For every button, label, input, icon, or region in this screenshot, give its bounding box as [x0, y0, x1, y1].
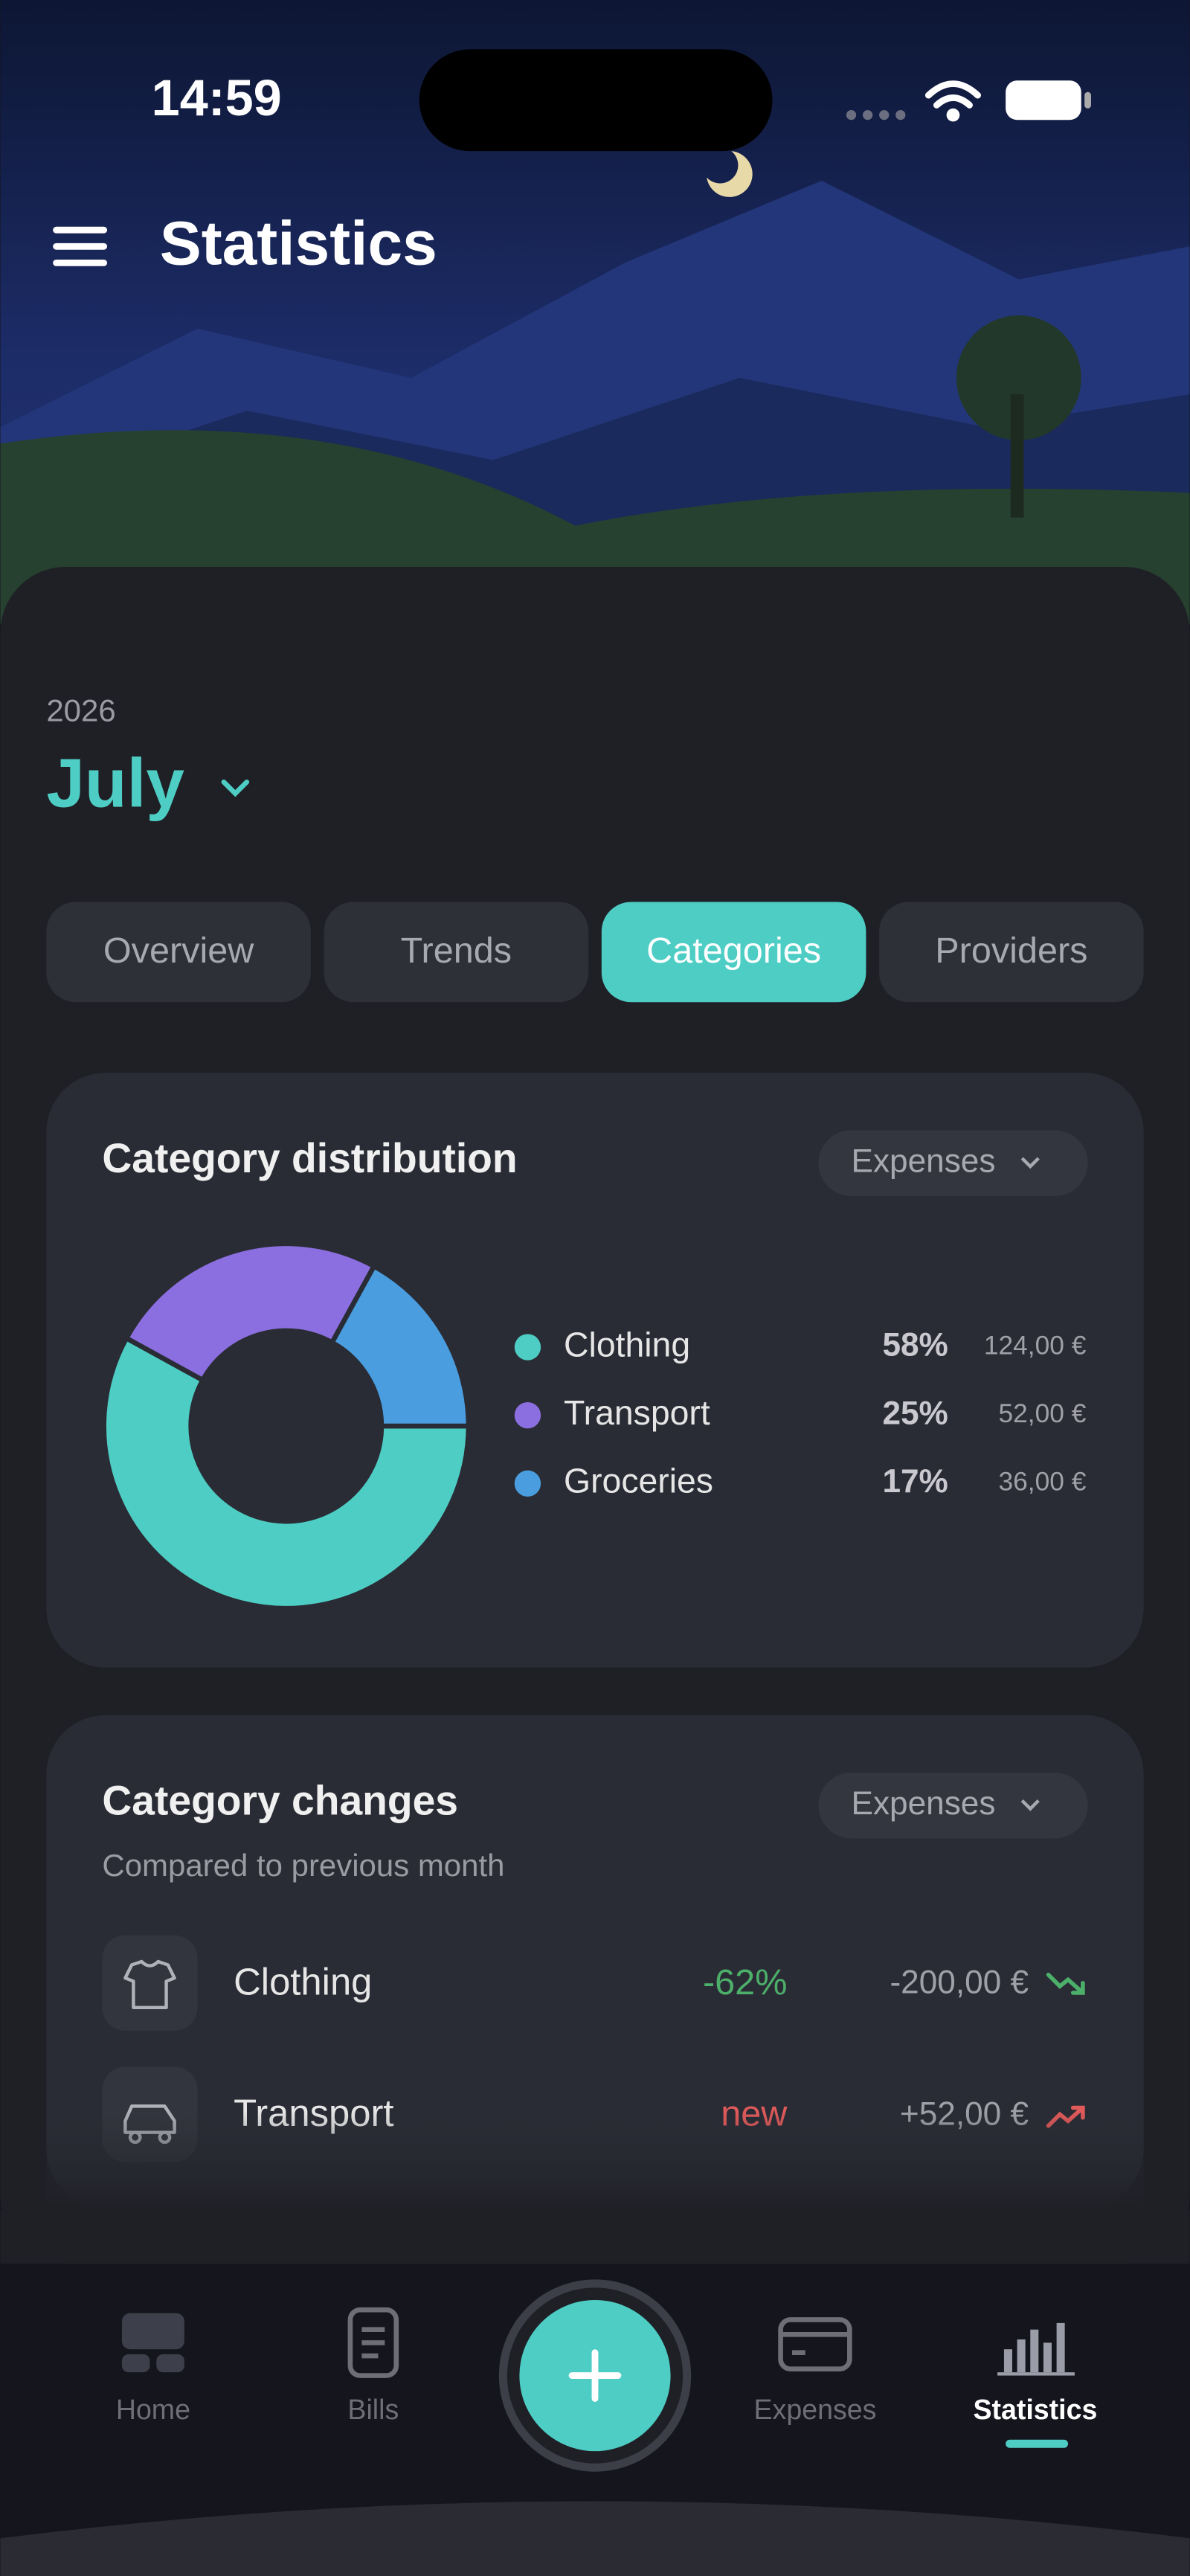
nav-label[interactable]: Home [116, 2394, 190, 2425]
legend-name: Clothing [564, 1325, 690, 1364]
legend-percent: 58% [882, 1327, 948, 1364]
tab[interactable] [324, 902, 589, 1003]
legend-amount: 36,00 € [998, 1468, 1086, 1497]
legend-amount: 52,00 € [998, 1399, 1086, 1428]
expenses-icon[interactable] [778, 2317, 852, 2372]
filter-chevron[interactable] [1020, 1799, 1040, 1811]
card-subtitle: Compared to previous month [102, 1848, 504, 1883]
tabs: Overview Trends Categories Providers [46, 902, 1144, 1003]
tab[interactable] [601, 902, 866, 1003]
nav-wave [0, 2501, 1190, 2576]
legend-percent: 17% [882, 1463, 948, 1500]
add-icon[interactable] [568, 2349, 622, 2402]
nav-label[interactable]: Statistics [973, 2394, 1097, 2425]
category-change: -62% [703, 1962, 787, 2002]
active-indicator [1006, 2439, 1069, 2448]
tab[interactable] [879, 902, 1144, 1003]
month-selector[interactable]: July [46, 745, 184, 822]
wifi-dot [946, 108, 960, 122]
tab-label[interactable]: Providers [935, 931, 1087, 971]
bills-icon[interactable] [347, 2307, 399, 2378]
signal [846, 109, 906, 121]
filter-chevron[interactable] [1020, 1157, 1040, 1169]
donut-chart [101, 1241, 472, 1611]
tab-label[interactable]: Trends [401, 931, 512, 971]
tab-label[interactable]: Overview [103, 931, 254, 971]
filter-dropdown[interactable] [818, 1130, 1088, 1196]
tree-trunk [1010, 394, 1024, 518]
category-icon [123, 1959, 176, 2010]
menu-button[interactable] [53, 226, 108, 266]
dynamic-island [419, 49, 773, 152]
donut-segment [329, 1262, 472, 1429]
tab-label[interactable]: Categories [646, 931, 821, 971]
filter-dropdown[interactable] [818, 1773, 1088, 1839]
home-icon[interactable] [121, 2313, 184, 2373]
tab[interactable] [46, 902, 311, 1003]
wifi-icon [924, 80, 982, 109]
month-chevron[interactable] [221, 779, 250, 797]
battery-icon [1006, 80, 1081, 121]
legend-name: Transport [564, 1393, 710, 1432]
filter-label[interactable]: Expenses [852, 1785, 996, 1822]
statistics-icon[interactable] [997, 2322, 1075, 2376]
bottom-nav: Home Bills Expenses Statistics [116, 2394, 1097, 2425]
legend: Clothing 58% 124,00 € Transport 25% 52,00 € Gr… [514, 1325, 1087, 1500]
trend-icon [1046, 1972, 1085, 1995]
moon [707, 151, 753, 197]
nav-label[interactable]: Expenses [754, 2394, 877, 2425]
category-icon-box [102, 1935, 198, 2031]
category-name: Clothing [234, 1960, 372, 2002]
card-title: Category changes [102, 1778, 458, 1824]
tree [956, 315, 1081, 440]
scroll-fade [46, 2110, 1144, 2210]
card-title: Category distribution [102, 1135, 517, 1181]
filter-label[interactable]: Expenses [852, 1143, 996, 1179]
panel-bottom [0, 2209, 1190, 2264]
nav-label[interactable]: Bills [347, 2394, 399, 2425]
legend-name: Groceries [564, 1462, 713, 1500]
year-label: 2026 [46, 693, 115, 728]
battery-tip [1084, 91, 1091, 109]
legend-percent: 25% [882, 1395, 948, 1431]
legend-dot [514, 1470, 541, 1497]
donut-segment [101, 1334, 472, 1611]
legend-dot [514, 1334, 541, 1361]
donut-segment [123, 1241, 378, 1384]
status-time: 14:59 [152, 69, 282, 126]
page-title: Statistics [160, 208, 437, 278]
legend-dot [514, 1401, 541, 1429]
category-amount: -200,00 € [890, 1965, 1029, 2001]
legend-amount: 124,00 € [984, 1331, 1087, 1360]
